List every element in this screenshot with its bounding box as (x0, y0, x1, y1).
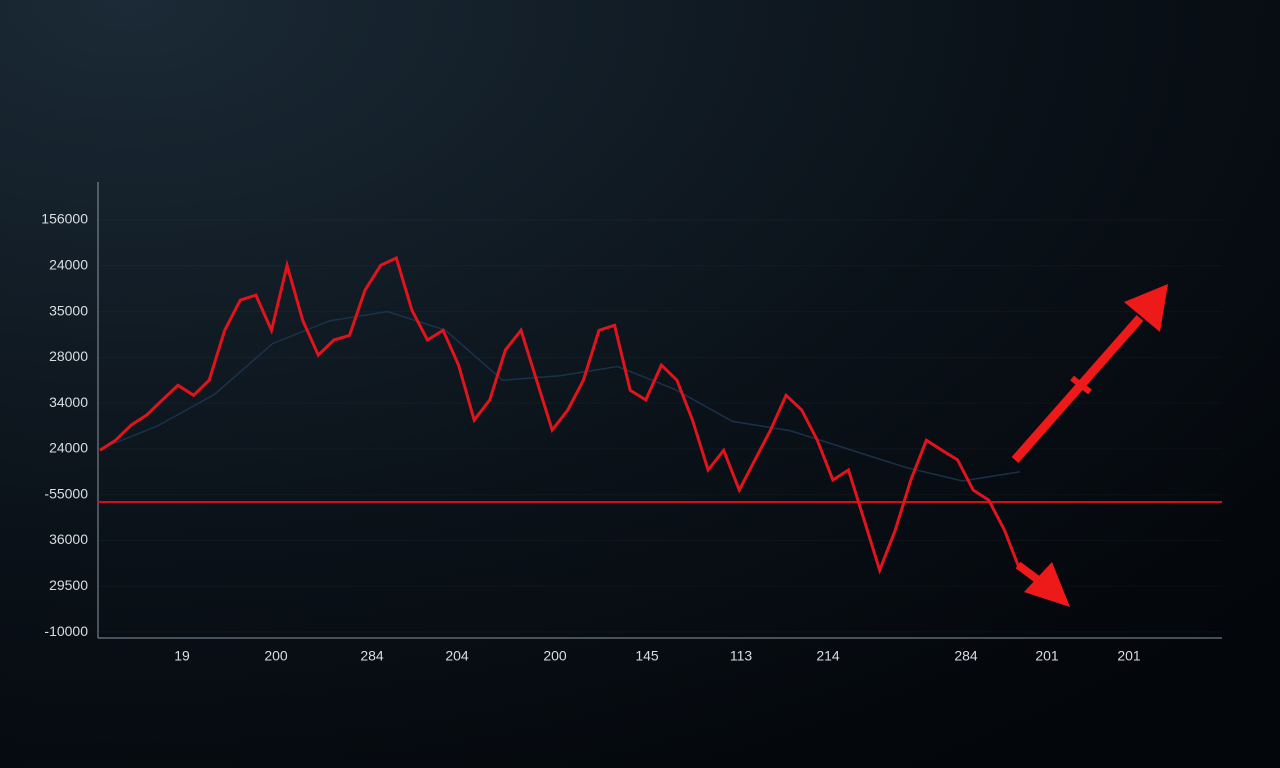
y-tick-label: 35000 (49, 302, 88, 318)
x-tick-label: 113 (730, 648, 753, 664)
y-tick-label: -55000 (44, 485, 88, 501)
plot: -10000 29500 36000 -55000 24000 34000 28000 350… (41, 211, 1222, 664)
y-tick-label: 156000 (41, 211, 88, 227)
price-line (99, 255, 1022, 575)
x-tick-label: 201 (1035, 648, 1059, 664)
down-arrow (1015, 561, 1070, 607)
x-tick-label: 200 (264, 648, 288, 664)
y-tick-label: 24000 (49, 440, 88, 456)
x-tick-label: 284 (954, 648, 978, 664)
moving-average (99, 310, 1021, 482)
x-tick-label: 201 (1117, 648, 1141, 664)
y-tick-label: 36000 (49, 531, 88, 547)
y-tick-label: 34000 (49, 394, 88, 410)
x-tick-label: 284 (360, 648, 384, 664)
up-arrow (1011, 284, 1168, 463)
x-tick-label: 145 (635, 648, 659, 664)
y-tick-label: 29500 (49, 577, 88, 593)
x-tick-label: 200 (543, 648, 567, 664)
x-tick-label: 204 (445, 648, 469, 664)
x-tick-label: 214 (816, 648, 840, 664)
y-tick-label: -10000 (44, 623, 88, 639)
y-tick-label: 24000 (49, 256, 88, 272)
y-tick-label: 28000 (49, 348, 88, 364)
x-tick-label: 19 (174, 648, 190, 664)
